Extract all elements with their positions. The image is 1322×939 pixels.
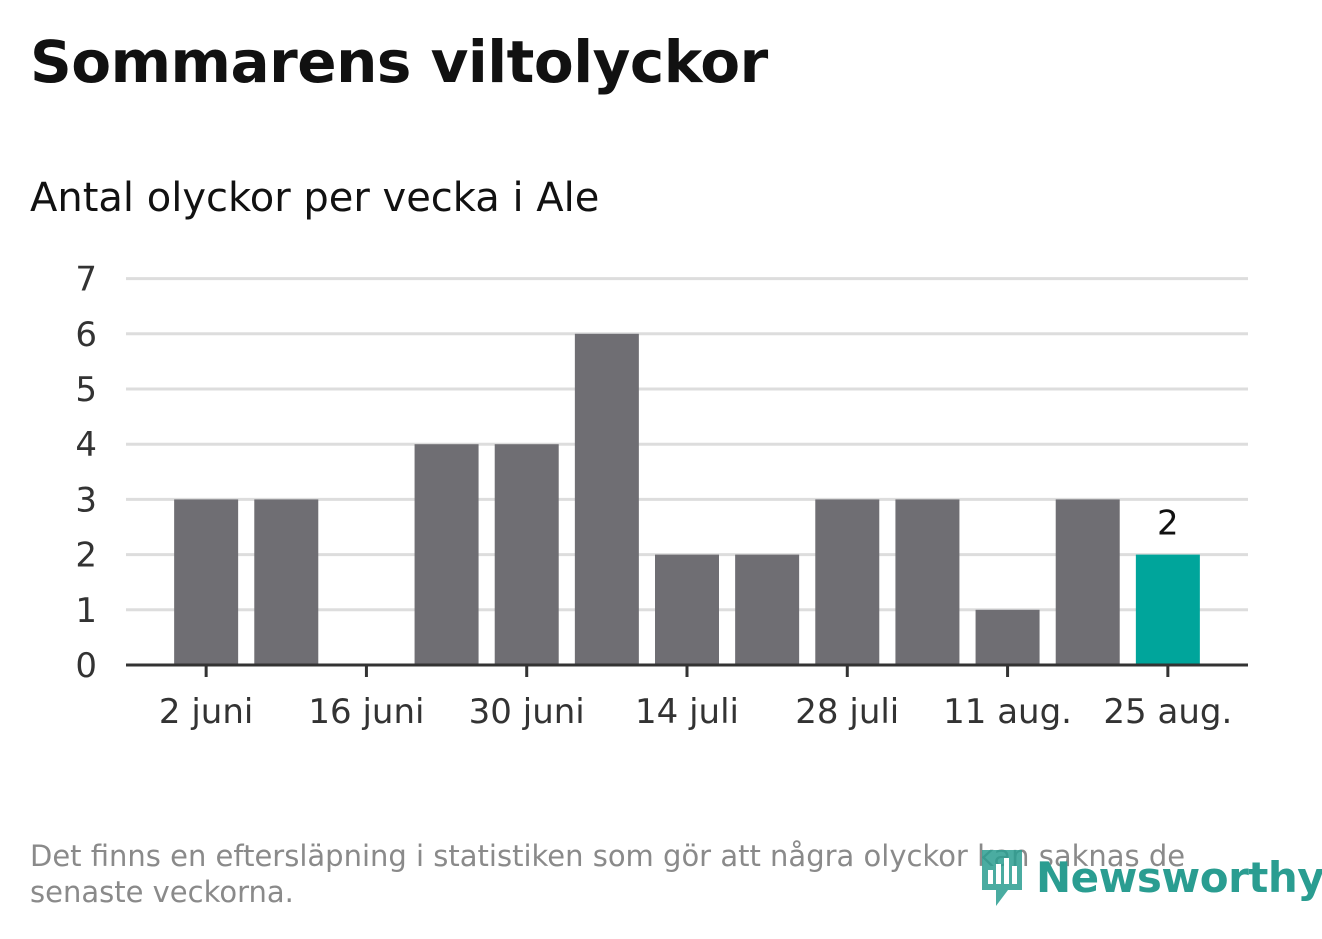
x-tick-label: 25 aug.: [1103, 692, 1232, 732]
bar-14-juli: [655, 554, 719, 665]
bar-9-juni: [254, 499, 319, 665]
x-tick-label: 11 aug.: [943, 692, 1072, 732]
x-tick-label: 30 juni: [469, 692, 585, 732]
x-tick-label: 2 juni: [159, 692, 253, 732]
y-tick-label: 6: [75, 315, 97, 355]
y-tick-label: 4: [75, 425, 97, 465]
newsworthy-logo: Newsworthy: [978, 842, 1322, 912]
data-label: 2: [1157, 504, 1179, 544]
x-axis: 2 juni 16 juni 30 juni 14 juli 28 juli 11 aug…: [126, 663, 1248, 732]
bar-21-juli: [735, 554, 800, 665]
x-tick-label: 28 juli: [795, 692, 899, 732]
newsworthy-logo-icon: [982, 850, 1022, 906]
y-axis-ticks: 0 1 2 3 4 5 6 7: [75, 260, 97, 686]
bar-2-juni: [174, 499, 239, 665]
bar-30-juni: [494, 444, 559, 665]
y-tick-label: 0: [75, 646, 97, 686]
x-tick-label: 16 juni: [308, 692, 424, 732]
bar-7-juli: [574, 333, 639, 665]
bar-4-aug: [895, 499, 960, 665]
bar-28-juli: [815, 499, 880, 665]
bar-18-aug: [1055, 499, 1120, 665]
bar-23-juni: [414, 444, 479, 665]
y-tick-label: 5: [75, 370, 97, 410]
bar-25-aug: [1135, 554, 1200, 665]
y-tick-label: 1: [75, 591, 97, 631]
data-labels: 2: [1157, 504, 1179, 544]
bar-11-aug: [975, 609, 1040, 665]
bar-chart: 0 1 2 3 4 5 6 7 2 2 juni 16 juni 30 juni 14 juli 28…: [75, 260, 1248, 732]
y-tick-label: 7: [75, 260, 97, 300]
chart-title: Sommarens viltolyckor: [30, 28, 768, 96]
y-tick-label: 3: [75, 480, 97, 520]
bars: [174, 333, 1200, 665]
chart-subtitle: Antal olyckor per vecka i Ale: [30, 175, 600, 221]
y-tick-label: 2: [75, 536, 97, 576]
newsworthy-logo-text: Newsworthy: [1036, 852, 1322, 902]
x-tick-label: 14 juli: [635, 692, 739, 732]
